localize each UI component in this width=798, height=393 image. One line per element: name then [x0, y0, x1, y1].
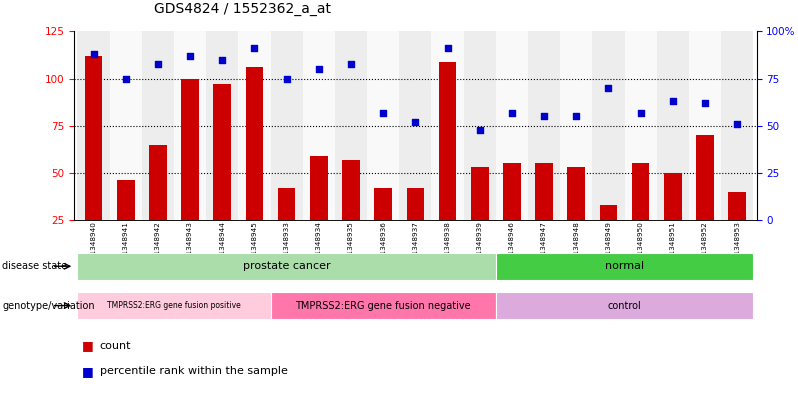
Text: genotype/variation: genotype/variation [2, 301, 95, 310]
Point [313, 66, 326, 72]
Bar [77, 253, 496, 279]
Point [538, 113, 551, 119]
Bar [721, 31, 753, 220]
Bar [592, 31, 625, 220]
Bar [632, 163, 650, 220]
Bar [567, 167, 585, 220]
Point [216, 57, 229, 63]
Bar [599, 205, 618, 220]
Bar [471, 167, 488, 220]
Text: GDS4824 / 1552362_a_at: GDS4824 / 1552362_a_at [154, 2, 331, 16]
Bar [174, 31, 206, 220]
Bar [367, 31, 399, 220]
Point [152, 61, 164, 67]
Text: TMPRSS2:ERG gene fusion negative: TMPRSS2:ERG gene fusion negative [295, 301, 471, 310]
Bar [213, 84, 231, 220]
Bar [406, 188, 425, 220]
Bar [399, 31, 432, 220]
Bar [206, 31, 239, 220]
Text: disease state: disease state [2, 261, 68, 271]
Point [409, 119, 421, 125]
Bar [342, 160, 360, 220]
Bar [464, 31, 496, 220]
Point [120, 75, 132, 82]
Bar [149, 145, 167, 220]
Bar [503, 163, 521, 220]
Bar [439, 62, 456, 220]
Point [248, 45, 261, 51]
Bar [278, 188, 295, 220]
Bar [109, 31, 142, 220]
Bar [77, 31, 109, 220]
Bar [496, 292, 753, 319]
Bar [496, 253, 753, 279]
Bar [117, 180, 135, 220]
Bar [77, 292, 271, 319]
Point [184, 53, 196, 59]
Bar [85, 56, 102, 220]
Point [602, 85, 614, 91]
Point [698, 100, 711, 106]
Text: control: control [607, 301, 642, 310]
Bar [310, 156, 328, 220]
Point [441, 45, 454, 51]
Point [570, 113, 583, 119]
Bar [696, 135, 714, 220]
Point [634, 109, 647, 116]
Point [666, 98, 679, 105]
Point [280, 75, 293, 82]
Text: ■: ■ [82, 365, 94, 378]
Bar [142, 31, 174, 220]
Point [345, 61, 358, 67]
Bar [560, 31, 592, 220]
Bar [335, 31, 367, 220]
Text: normal: normal [605, 261, 644, 271]
Point [505, 109, 518, 116]
Bar [374, 188, 392, 220]
Point [473, 127, 486, 133]
Bar [625, 31, 657, 220]
Bar [689, 31, 721, 220]
Text: count: count [100, 341, 131, 351]
Text: percentile rank within the sample: percentile rank within the sample [100, 366, 287, 376]
Bar [496, 31, 528, 220]
Bar [657, 31, 689, 220]
Point [731, 121, 744, 127]
Bar [729, 192, 746, 220]
Point [87, 51, 100, 57]
Text: prostate cancer: prostate cancer [243, 261, 330, 271]
Point [377, 109, 389, 116]
Bar [664, 173, 681, 220]
Bar [302, 31, 335, 220]
Text: TMPRSS2:ERG gene fusion positive: TMPRSS2:ERG gene fusion positive [107, 301, 241, 310]
Bar [246, 67, 263, 220]
Text: ■: ■ [82, 339, 94, 353]
Bar [528, 31, 560, 220]
Bar [271, 31, 302, 220]
Bar [535, 163, 553, 220]
Bar [239, 31, 271, 220]
Bar [181, 79, 199, 220]
Bar [432, 31, 464, 220]
Bar [271, 292, 496, 319]
